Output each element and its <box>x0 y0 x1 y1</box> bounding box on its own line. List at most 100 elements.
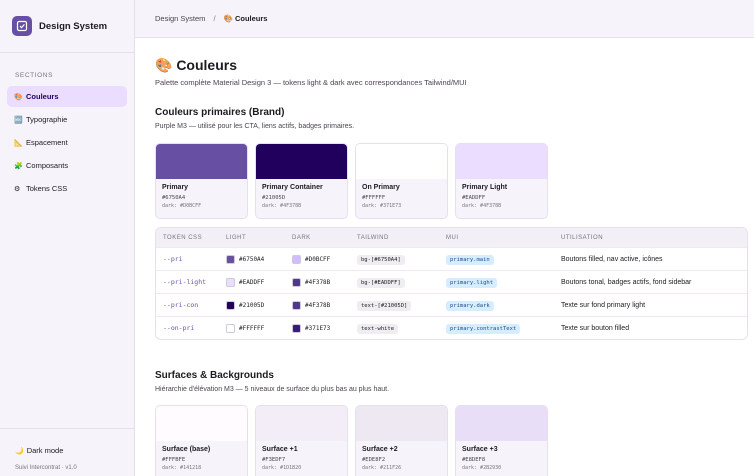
light-hex: #21005D <box>239 301 265 309</box>
token-name[interactable]: --pri-light <box>163 278 207 286</box>
swatch-color <box>456 144 547 179</box>
swatch-color <box>456 406 547 441</box>
mui-token[interactable]: primary.dark <box>446 300 494 311</box>
swatch-color <box>256 144 347 179</box>
swatch-name: Surface +2 <box>362 446 398 453</box>
surface-swatch-row: Surface (base) #FFFBFE dark: #141218 Sur… <box>155 405 555 476</box>
color-swatch-surface-3[interactable]: Surface +3 #E8DEF8 dark: #2B2930 <box>455 405 548 476</box>
breadcrumb-current: 🎨 Couleurs <box>223 14 268 23</box>
light-color-chip <box>226 254 235 264</box>
sidebar-item-label: Tokens CSS <box>26 184 68 193</box>
dark-hex: #4F378B <box>305 278 331 286</box>
main-content: 🎨 Couleurs Palette complète Material Des… <box>135 38 754 476</box>
mui-token[interactable]: primary.main <box>446 254 494 265</box>
gear-icon: ⚙ <box>14 185 21 193</box>
app-version: Suivi Intercontrat · v1.0 <box>15 465 77 471</box>
swatch-name: Primary Light <box>462 184 508 191</box>
dark-hex: #4F378B <box>305 301 331 309</box>
typography-icon: 🔤 <box>14 116 23 124</box>
swatch-name: Primary <box>162 184 189 191</box>
sidebar-item-label: Typographie <box>26 115 68 124</box>
color-swatch-primary[interactable]: Primary #6750A4 dark: #D0BCFF <box>155 143 248 219</box>
swatch-dark-value: dark: #1D1B20 <box>262 465 302 471</box>
mui-token[interactable]: primary.contrastText <box>446 323 521 334</box>
sidebar-item-tokens-css[interactable]: ⚙ Tokens CSS <box>7 178 127 199</box>
moon-icon: 🌙 <box>15 447 24 455</box>
color-swatch-primary-container[interactable]: Primary Container #21005D dark: #4F378B <box>255 143 348 219</box>
color-swatch-on-primary[interactable]: On Primary #FFFFFF dark: #371E73 <box>355 143 448 219</box>
sections-label: SECTIONS <box>15 72 54 79</box>
sidebar-footer: 🌙 Dark mode Suivi Intercontrat · v1.0 <box>0 428 135 471</box>
swatch-dark-value: dark: #371E73 <box>362 203 402 209</box>
color-swatch-surface-base[interactable]: Surface (base) #FFFBFE dark: #141218 <box>155 405 248 476</box>
swatch-dark-value: dark: #211F26 <box>362 465 402 471</box>
swatch-name: Surface (base) <box>162 446 211 453</box>
light-color-chip <box>226 277 235 287</box>
swatch-hex: #EADDFF <box>462 195 486 201</box>
usage-text: Texte sur fond primary light <box>561 301 646 309</box>
swatch-name: Surface +1 <box>262 446 298 453</box>
tailwind-class[interactable]: bg-[#6750A4] <box>357 254 405 265</box>
sidebar-item-label: Composants <box>26 161 69 170</box>
table-row: --on-pri #FFFFFF #371E73 text-white prim… <box>156 316 747 339</box>
design-system-logo-icon <box>12 16 32 36</box>
tailwind-class[interactable]: text-[#21005D] <box>357 300 412 311</box>
table-row: --pri-con #21005D #4F378B text-[#21005D]… <box>156 293 747 316</box>
breadcrumb: Design System / 🎨 Couleurs <box>135 0 754 38</box>
sidebar: Design System SECTIONS 🎨 Couleurs 🔤 Typo… <box>0 0 135 476</box>
swatch-hex: #21005D <box>262 195 286 201</box>
swatch-dark-value: dark: #D0BCFF <box>162 203 202 209</box>
tailwind-class[interactable]: text-white <box>357 323 399 334</box>
column-header-token: TOKEN CSS <box>163 234 203 241</box>
dark-color-chip <box>292 323 301 333</box>
surfaces-section-description: Hiérarchie d'élévation M3 — 5 niveaux de… <box>155 386 390 393</box>
table-header-row: TOKEN CSS LIGHT DARK TAILWIND MUI UTILIS… <box>156 228 747 247</box>
dark-color-chip <box>292 300 301 310</box>
dark-mode-label: Dark mode <box>26 446 64 455</box>
swatch-hex: #FFFFFF <box>362 195 386 201</box>
tailwind-class[interactable]: bg-[#EADDFF] <box>357 277 405 288</box>
swatch-dark-value: dark: #4F378B <box>262 203 302 209</box>
breadcrumb-root-link[interactable]: Design System <box>155 14 206 23</box>
light-hex: #6750A4 <box>239 255 265 263</box>
column-header-light: LIGHT <box>226 234 247 241</box>
color-swatch-surface-1[interactable]: Surface +1 #F3EDF7 dark: #1D1B20 <box>255 405 348 476</box>
sidebar-item-label: Espacement <box>26 138 68 147</box>
swatch-hex: #6750A4 <box>162 195 186 201</box>
usage-text: Boutons filled, nav active, icônes <box>561 255 663 263</box>
sidebar-item-typographie[interactable]: 🔤 Typographie <box>7 109 127 130</box>
brand-header[interactable]: Design System <box>0 0 134 53</box>
color-swatch-primary-light[interactable]: Primary Light #EADDFF dark: #4F378B <box>455 143 548 219</box>
sidebar-item-espacement[interactable]: 📐 Espacement <box>7 132 127 153</box>
swatch-name: Primary Container <box>262 184 323 191</box>
primary-swatch-row: Primary #6750A4 dark: #D0BCFF Primary Co… <box>155 143 555 219</box>
swatch-color <box>256 406 347 441</box>
mui-token[interactable]: primary.light <box>446 277 498 288</box>
sidebar-item-composants[interactable]: 🧩 Composants <box>7 155 127 176</box>
swatch-hex: #FFFBFE <box>162 457 186 463</box>
dark-mode-toggle[interactable]: 🌙 Dark mode <box>15 446 63 455</box>
swatch-dark-value: dark: #4F378B <box>462 203 502 209</box>
swatch-name: Surface +3 <box>462 446 498 453</box>
swatch-hex: #F3EDF7 <box>262 457 286 463</box>
sidebar-nav: 🎨 Couleurs 🔤 Typographie 📐 Espacement 🧩 … <box>7 86 127 201</box>
token-name[interactable]: --on-pri <box>163 324 195 332</box>
swatch-name: On Primary <box>362 184 400 191</box>
token-name[interactable]: --pri <box>163 255 183 263</box>
dark-hex: #D0BCFF <box>305 255 331 263</box>
swatch-dark-value: dark: #2B2930 <box>462 465 502 471</box>
primary-section-description: Purple M3 — utilisé pour les CTA, liens … <box>155 123 355 130</box>
column-header-tailwind: TAILWIND <box>357 234 389 241</box>
swatch-hex: #E8DEF8 <box>462 457 486 463</box>
app-title: Design System <box>39 20 108 32</box>
token-name[interactable]: --pri-con <box>163 301 199 309</box>
column-header-mui: MUI <box>446 234 459 241</box>
surfaces-section-title: Surfaces & Backgrounds <box>155 370 274 381</box>
color-swatch-surface-2[interactable]: Surface +2 #EDE8F2 dark: #211F26 <box>355 405 448 476</box>
ruler-icon: 📐 <box>14 139 23 147</box>
sidebar-item-couleurs[interactable]: 🎨 Couleurs <box>7 86 127 107</box>
swatch-dark-value: dark: #141218 <box>162 465 202 471</box>
page-title: 🎨 Couleurs <box>155 57 237 73</box>
column-header-dark: DARK <box>292 234 311 241</box>
token-table: TOKEN CSS LIGHT DARK TAILWIND MUI UTILIS… <box>155 227 748 340</box>
